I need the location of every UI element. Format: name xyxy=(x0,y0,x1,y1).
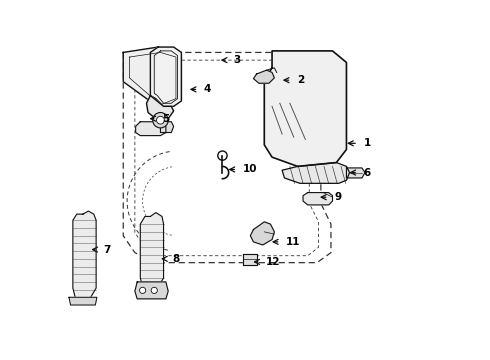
Polygon shape xyxy=(135,282,168,299)
Polygon shape xyxy=(346,168,365,178)
Polygon shape xyxy=(150,47,181,106)
Text: 7: 7 xyxy=(103,244,110,255)
Polygon shape xyxy=(147,95,173,119)
Circle shape xyxy=(140,287,146,293)
Text: 10: 10 xyxy=(243,165,257,175)
Text: 9: 9 xyxy=(334,192,341,202)
Circle shape xyxy=(153,112,168,128)
Polygon shape xyxy=(123,47,181,109)
Polygon shape xyxy=(253,70,274,83)
Text: 12: 12 xyxy=(266,257,280,267)
Text: 6: 6 xyxy=(364,167,371,177)
Polygon shape xyxy=(160,122,173,132)
Polygon shape xyxy=(244,254,257,265)
Circle shape xyxy=(151,287,157,293)
Text: 3: 3 xyxy=(233,55,241,65)
Polygon shape xyxy=(264,51,346,166)
Text: 5: 5 xyxy=(162,114,169,123)
Polygon shape xyxy=(303,193,333,205)
Text: 4: 4 xyxy=(204,84,211,94)
Text: 11: 11 xyxy=(286,237,300,247)
Polygon shape xyxy=(136,122,166,136)
Polygon shape xyxy=(250,222,274,245)
Circle shape xyxy=(157,116,164,124)
Text: 8: 8 xyxy=(173,254,180,264)
Text: 2: 2 xyxy=(297,75,304,85)
Polygon shape xyxy=(140,213,164,288)
Polygon shape xyxy=(69,297,97,305)
Polygon shape xyxy=(73,211,96,299)
Text: 1: 1 xyxy=(364,138,371,148)
Polygon shape xyxy=(282,163,349,183)
